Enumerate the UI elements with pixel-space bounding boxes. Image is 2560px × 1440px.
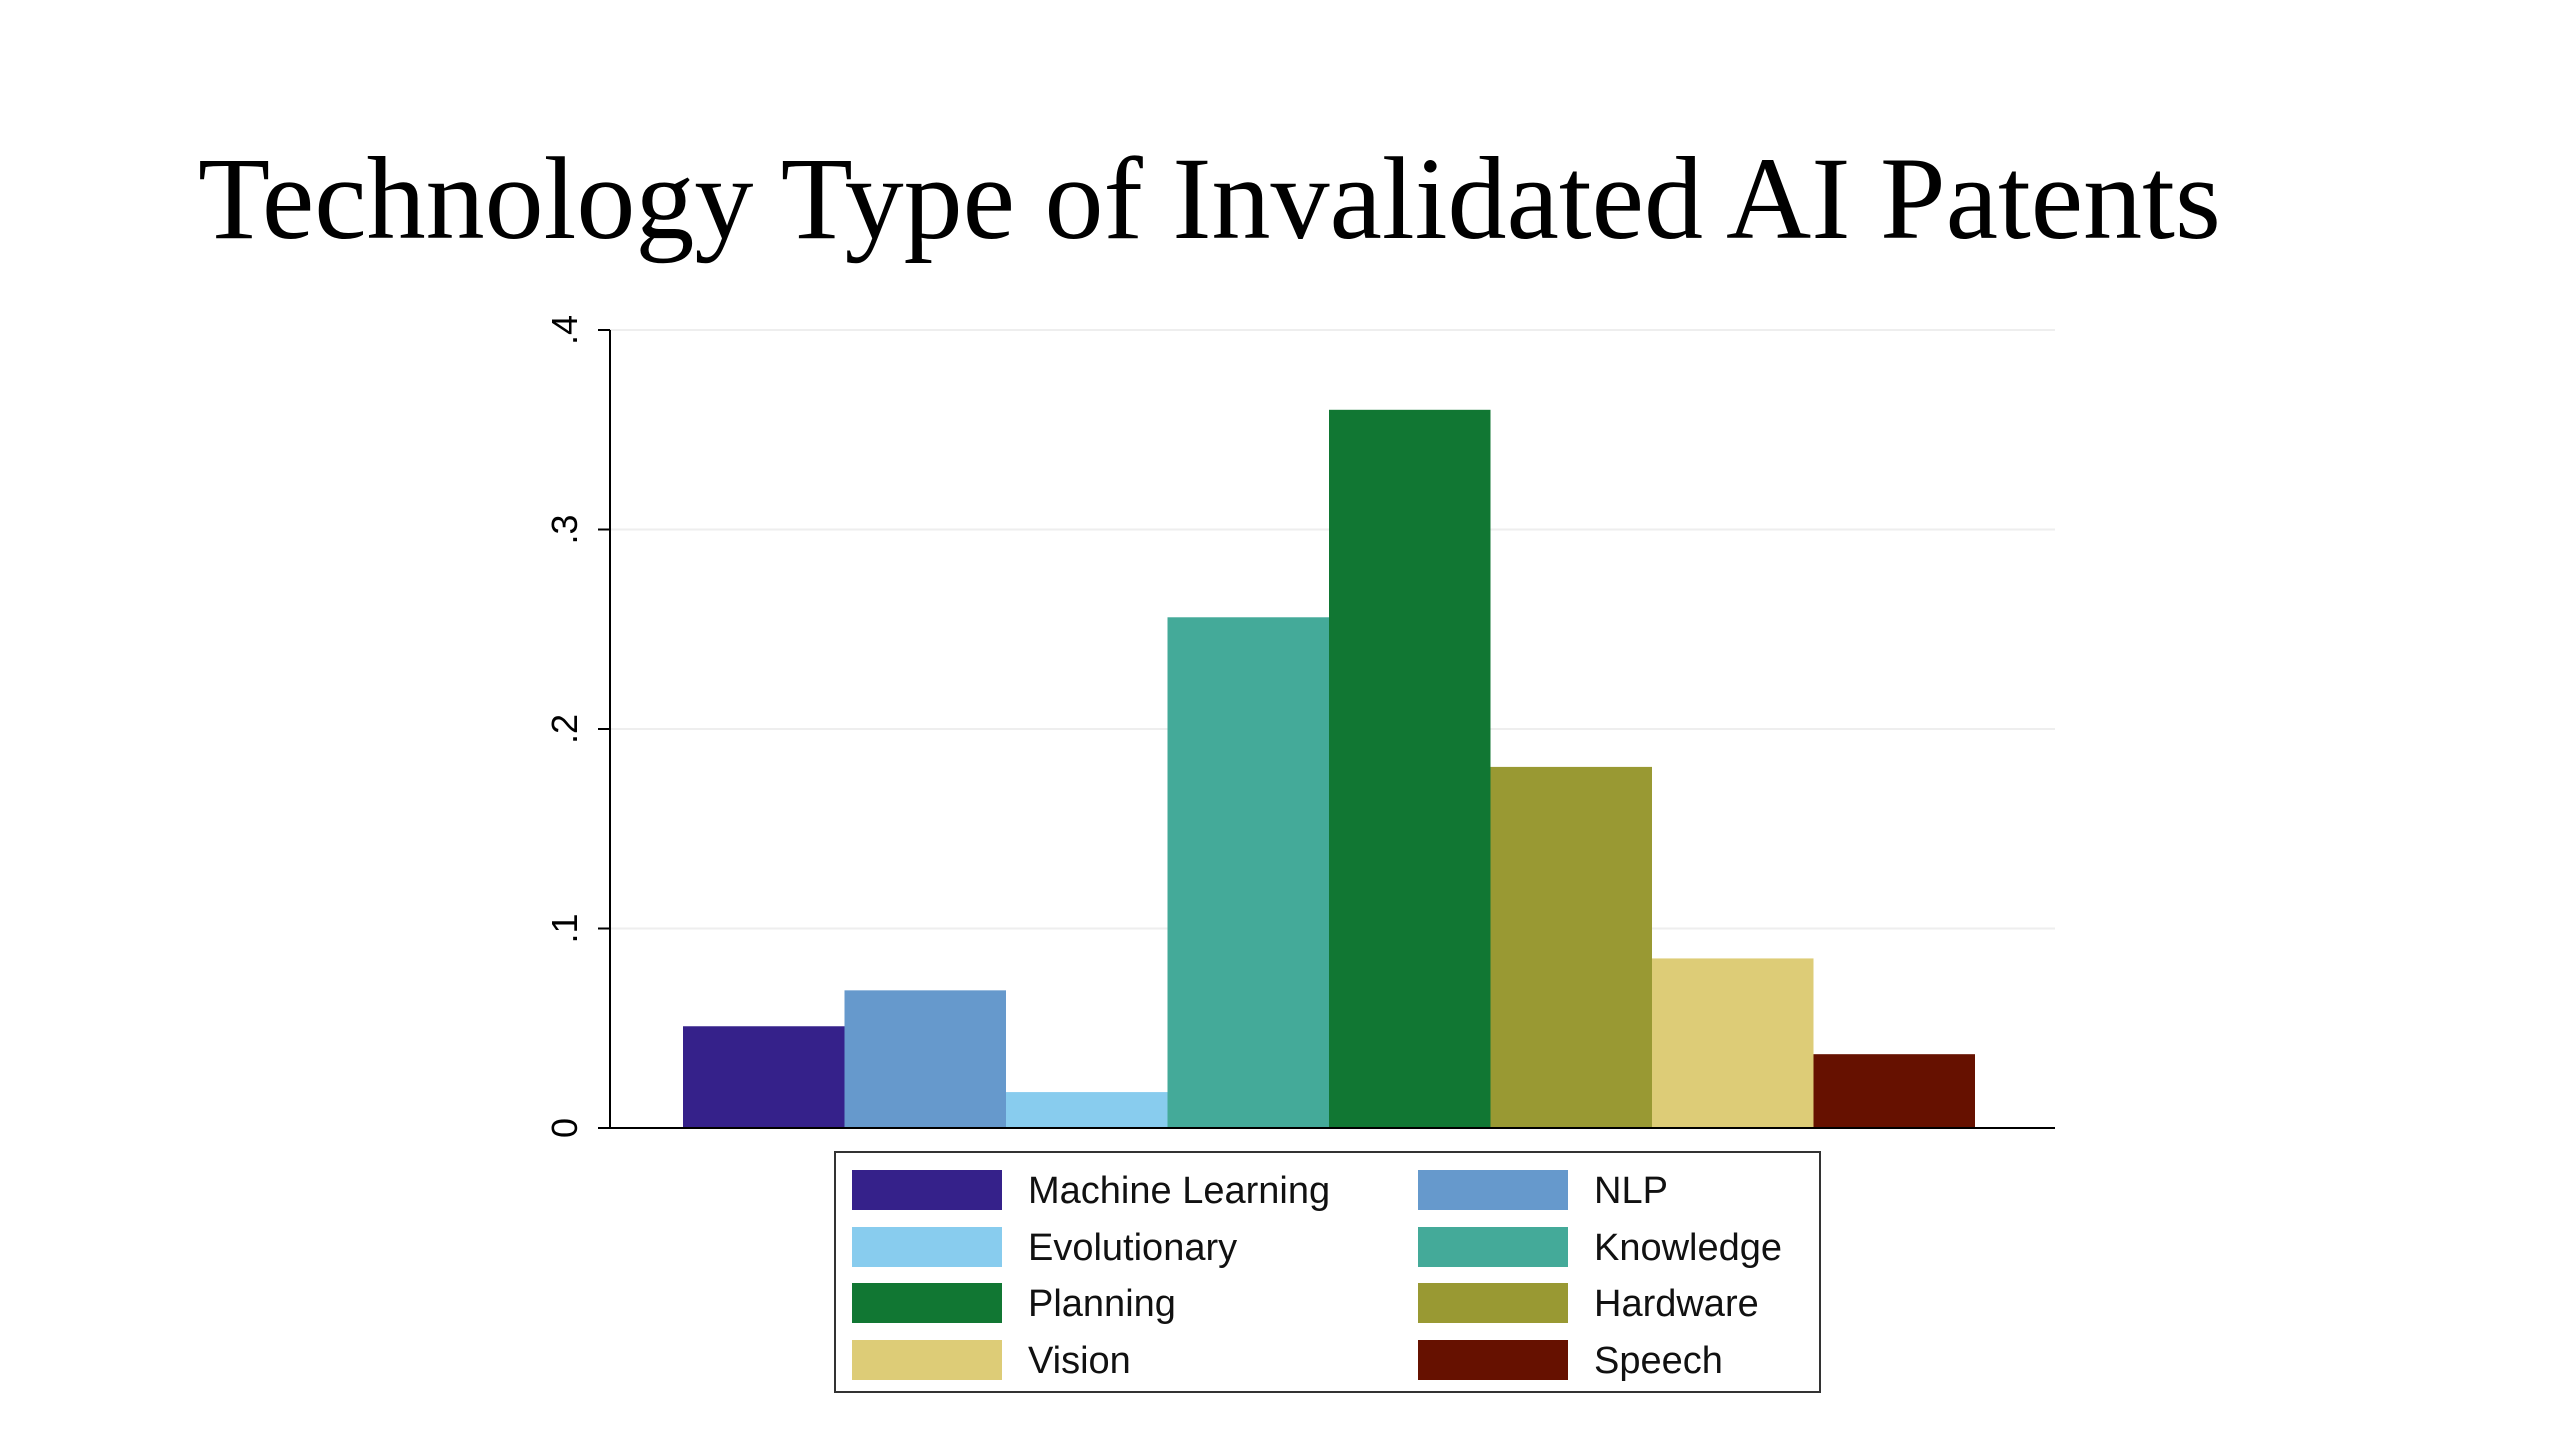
bar-vision [1652, 958, 1814, 1128]
legend-swatch-machine-learning [852, 1170, 1002, 1210]
y-tick-label-2: .2 [544, 714, 585, 744]
slide-title: Technology Type of Invalidated AI Patent… [198, 133, 2221, 264]
legend-swatch-evolutionary [852, 1227, 1002, 1267]
legend-swatch-knowledge [1418, 1227, 1568, 1267]
bar-speech [1813, 1054, 1975, 1128]
legend-swatch-speech [1418, 1340, 1568, 1380]
legend-label-speech: Speech [1594, 1340, 1723, 1382]
legend-label-nlp: NLP [1594, 1170, 1668, 1212]
bar-knowledge [1167, 617, 1329, 1128]
bar-planning [1329, 409, 1491, 1128]
legend-swatch-planning [852, 1283, 1002, 1323]
legend-label-vision: Vision [1028, 1340, 1131, 1382]
legend-label-hardware: Hardware [1594, 1283, 1759, 1325]
legend-swatch-vision [852, 1340, 1002, 1380]
y-tick-label-0: 0 [544, 1118, 585, 1138]
legend-label-machine-learning: Machine Learning [1028, 1170, 1330, 1212]
y-tick-label-1: .1 [544, 913, 585, 943]
legend-swatch-hardware [1418, 1283, 1568, 1323]
bar-evolutionary [1006, 1092, 1168, 1128]
bar-nlp [844, 990, 1006, 1128]
legend-label-knowledge: Knowledge [1594, 1227, 1782, 1269]
legend-label-evolutionary: Evolutionary [1028, 1227, 1237, 1269]
legend-label-planning: Planning [1028, 1283, 1176, 1325]
y-tick-label-4: .4 [544, 315, 585, 345]
bar-hardware [1490, 766, 1652, 1128]
y-tick-label-3: .3 [544, 514, 585, 544]
legend-swatch-nlp [1418, 1170, 1568, 1210]
bar-machine-learning [683, 1026, 845, 1128]
